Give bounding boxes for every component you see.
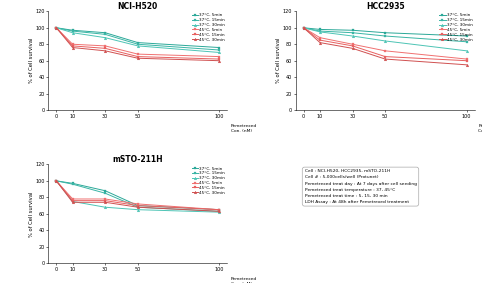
Text: Pemetrexed
Con. (nM): Pemetrexed Con. (nM) — [478, 124, 482, 132]
Text: Pemetrexed
Con. (nM): Pemetrexed Con. (nM) — [231, 277, 257, 283]
Title: mSTO-211H: mSTO-211H — [112, 155, 163, 164]
Y-axis label: % of Cell survival: % of Cell survival — [29, 191, 34, 237]
Title: HCC2935: HCC2935 — [366, 1, 404, 10]
Y-axis label: % of Cell survival: % of Cell survival — [276, 38, 281, 83]
Legend: 37°C, 5min, 37°C, 15min, 37°C, 30min, 45°C, 5min, 45°C, 15min, 45°C, 30min: 37°C, 5min, 37°C, 15min, 37°C, 30min, 45… — [192, 13, 226, 42]
Legend: 37°C, 5min, 37°C, 15min, 37°C, 30min, 45°C, 5min, 45°C, 15min, 45°C, 30min: 37°C, 5min, 37°C, 15min, 37°C, 30min, 45… — [192, 166, 226, 195]
Legend: 37°C, 5min, 37°C, 15min, 37°C, 30min, 45°C, 5min, 45°C, 15min, 45°C, 30min: 37°C, 5min, 37°C, 15min, 37°C, 30min, 45… — [439, 13, 473, 42]
Text: Pemetrexed
Con. (nM): Pemetrexed Con. (nM) — [231, 124, 257, 132]
Text: Cell : NCI-H520, HCC2935, mSTO-211H
Cell # : 5,000cells/well (Protunet)
Pemetrex: Cell : NCI-H520, HCC2935, mSTO-211H Cell… — [305, 169, 416, 204]
Y-axis label: % of Cell survival: % of Cell survival — [29, 38, 34, 83]
Title: NCI-H520: NCI-H520 — [118, 1, 158, 10]
